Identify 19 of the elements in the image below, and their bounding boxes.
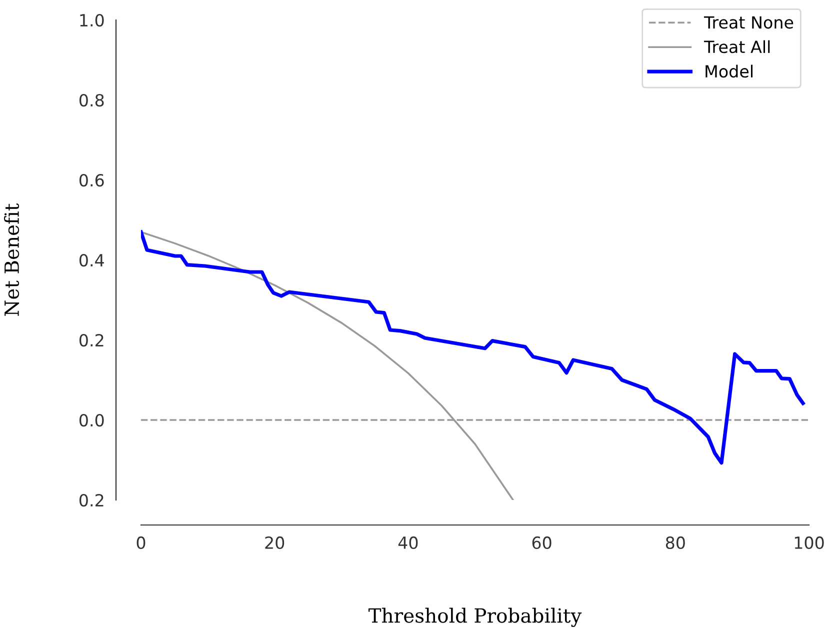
- x-tick-label: 80: [666, 536, 685, 550]
- x-tick-label: 40: [398, 536, 418, 550]
- y-tick-label: 1.0: [80, 14, 104, 27]
- y-axis-title: Net Benefit: [4, 203, 20, 316]
- y-tick-label: 0.8: [79, 94, 104, 107]
- x-tick-label: 100: [794, 536, 824, 550]
- y-tick-label: 0.2: [79, 494, 104, 507]
- line-series: [141, 230, 805, 465]
- y-tick-label: 0.0: [79, 414, 104, 427]
- y-tick-label: 0.6: [79, 174, 104, 187]
- x-tick-label: 20: [265, 536, 284, 550]
- legend-label: Treat All: [704, 40, 770, 54]
- legend-label: Treat None: [704, 16, 794, 29]
- legend-label: Model: [706, 64, 752, 78]
- x-tick-label: 60: [532, 536, 552, 550]
- y-tick-label: 0.2: [79, 334, 104, 347]
- x-axis-title: Threshold Probability: [368, 608, 582, 627]
- y-tick-label: 0.4: [79, 254, 104, 267]
- x-tick-label: 0: [136, 536, 146, 550]
